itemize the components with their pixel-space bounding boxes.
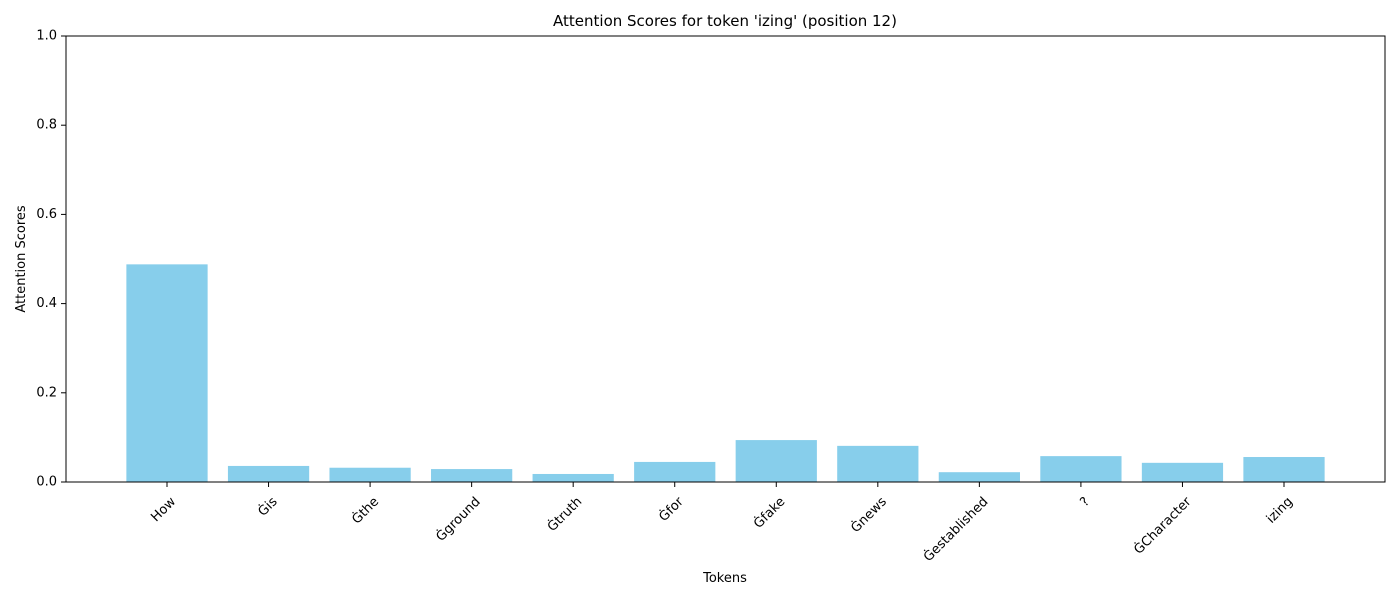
bar-8 bbox=[938, 472, 1020, 482]
y-axis: 0.0 0.2 0.4 0.6 0.8 1.0 bbox=[36, 29, 66, 490]
bar-1 bbox=[227, 465, 310, 482]
bar-7 bbox=[837, 445, 919, 482]
chart-title: Attention Scores for token 'izing' (posi… bbox=[553, 12, 897, 30]
x-tick-label-6: Ġfake bbox=[750, 493, 789, 532]
bar-5 bbox=[634, 461, 716, 482]
bar-3 bbox=[431, 469, 513, 482]
x-tick-label-4: Ġtruth bbox=[543, 493, 585, 535]
y-tick-label-1: 0.2 bbox=[36, 385, 57, 400]
bar-4 bbox=[532, 473, 614, 482]
x-tick-label-7: Ġnews bbox=[847, 493, 890, 536]
bar-10 bbox=[1141, 462, 1224, 482]
y-tick-label-2: 0.4 bbox=[36, 296, 57, 311]
x-tick-label-10: ĠCharacter bbox=[1130, 493, 1195, 558]
y-tick-label-4: 0.8 bbox=[36, 118, 57, 133]
x-axis-label: Tokens bbox=[702, 571, 747, 586]
x-tick-label-8: Ġestablished bbox=[920, 493, 992, 565]
x-tick-label-2: Ġthe bbox=[348, 493, 382, 527]
bar-11 bbox=[1243, 457, 1325, 482]
plot-frame bbox=[65, 35, 1386, 483]
x-tick-label-0: How bbox=[148, 494, 179, 525]
bar-9 bbox=[1040, 456, 1122, 482]
bar-2 bbox=[329, 467, 411, 482]
bar-6 bbox=[735, 440, 817, 482]
y-tick-label-0: 0.0 bbox=[36, 475, 57, 490]
bar-0 bbox=[126, 264, 208, 482]
y-tick-label-5: 1.0 bbox=[36, 29, 57, 44]
x-tick-label-9: ? bbox=[1077, 494, 1092, 509]
y-tick-label-3: 0.6 bbox=[36, 207, 57, 222]
y-axis-label: Attention Scores bbox=[14, 205, 29, 313]
x-tick-label-11: izing bbox=[1264, 494, 1296, 526]
x-tick-label-1: Ġis bbox=[254, 493, 281, 520]
x-axis: How Ġis Ġthe Ġground Ġtruth Ġfor Ġfake Ġnews Ġes… bbox=[148, 482, 1296, 565]
x-tick-label-3: Ġground bbox=[432, 493, 484, 545]
x-tick-label-5: Ġfor bbox=[655, 493, 687, 525]
bars-group bbox=[126, 264, 1325, 482]
